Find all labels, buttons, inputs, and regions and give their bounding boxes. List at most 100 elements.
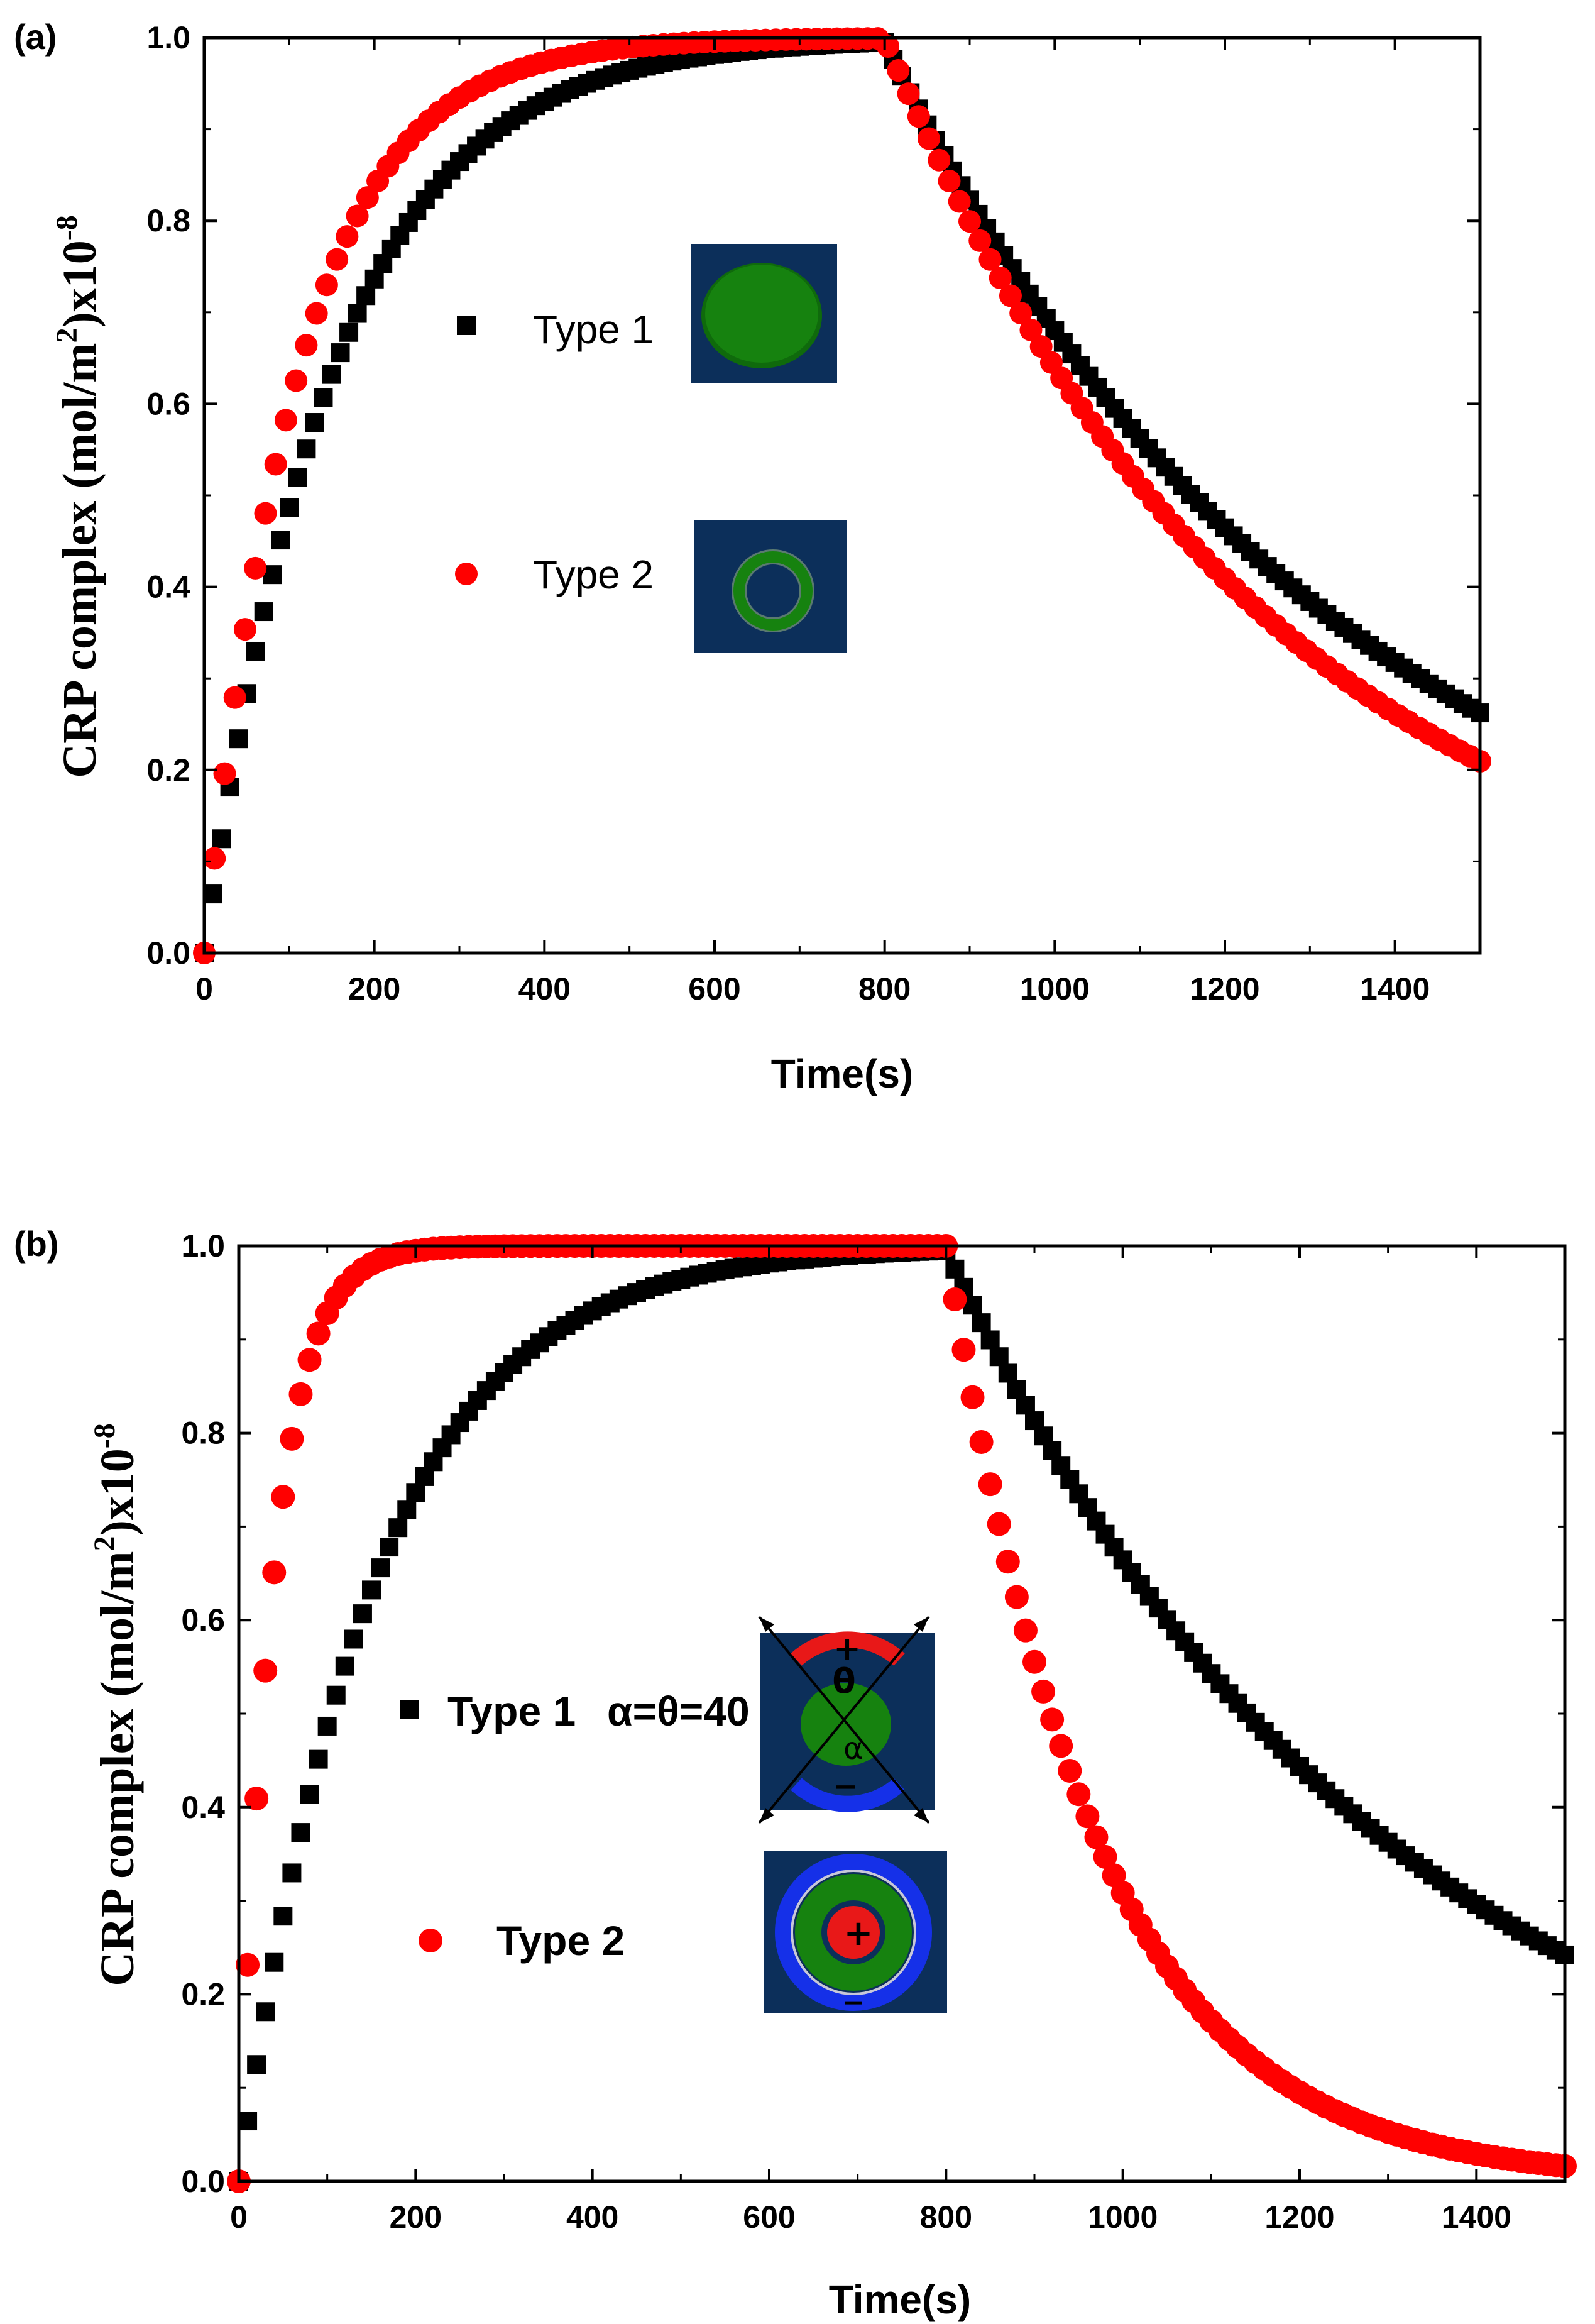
- data-point: [271, 1485, 295, 1509]
- data-point: [362, 1580, 381, 1600]
- x-tick-label: 1200: [1264, 2200, 1334, 2235]
- solid-disk-electrode-icon: [691, 244, 837, 383]
- data-point: [1007, 1380, 1026, 1399]
- data-point: [907, 105, 930, 128]
- data-point: [274, 409, 297, 432]
- data-point: [980, 1330, 1000, 1350]
- y-tick-label: 0.0: [181, 2164, 225, 2199]
- data-point: [244, 556, 267, 580]
- panel-a-label: (a): [14, 17, 57, 57]
- data-point: [1031, 1679, 1056, 1704]
- panel-a-ylabel: CRP complex (mol/m2)x10-8: [50, 215, 106, 778]
- data-point: [356, 286, 376, 306]
- data-point: [1040, 1707, 1065, 1732]
- data-point: [938, 170, 961, 193]
- data-point: [1075, 1804, 1100, 1829]
- data-point: [247, 2055, 266, 2074]
- x-tick-label: 600: [743, 2200, 795, 2235]
- panel-a-xlabel: Time(s): [771, 1051, 913, 1096]
- x-tick-label: 200: [348, 971, 400, 1006]
- data-point: [246, 641, 265, 661]
- data-point: [317, 1716, 337, 1736]
- concentric-ring-electrodes-icon: + −: [764, 1851, 947, 2018]
- data-point: [968, 229, 992, 252]
- data-point: [1066, 1782, 1091, 1807]
- data-point: [254, 602, 273, 622]
- data-point: [918, 127, 941, 150]
- panel-b-ylabel-sup2: -8: [88, 1423, 121, 1448]
- data-point: [1019, 318, 1043, 341]
- data-point: [336, 225, 359, 248]
- y-tick-label: 0.8: [181, 1416, 225, 1451]
- data-point: [256, 2002, 275, 2022]
- data-point: [339, 322, 359, 342]
- data-point: [969, 1429, 994, 1454]
- data-point: [999, 284, 1022, 307]
- data-point: [273, 1907, 293, 1926]
- x-tick-label: 200: [390, 2200, 442, 2235]
- data-point: [987, 1512, 1011, 1536]
- panel-a-ylabel-main: CRP complex (mol/m: [53, 343, 106, 778]
- data-point: [229, 729, 248, 749]
- data-point: [1013, 1618, 1038, 1643]
- data-point: [978, 248, 1002, 271]
- data-point: [989, 266, 1012, 289]
- data-point: [233, 618, 256, 641]
- data-point: [397, 1500, 417, 1519]
- y-tick-label: 0.2: [181, 1976, 225, 2012]
- panel-b-plot-frame: [237, 1244, 1567, 2183]
- panel-b-ylabel-main: CRP complex (mol/m: [91, 1551, 144, 1986]
- panel-b-xlabel: Time(s): [829, 2277, 971, 2322]
- data-point: [236, 1952, 260, 1977]
- data-point: [326, 248, 349, 271]
- data-point: [300, 1785, 319, 1804]
- data-point: [297, 439, 316, 459]
- data-point: [356, 186, 379, 209]
- data-point: [262, 1560, 287, 1585]
- data-point: [280, 1426, 304, 1451]
- data-point: [223, 686, 246, 709]
- y-tick-label: 0.4: [181, 1790, 225, 1825]
- data-point: [1022, 1649, 1046, 1674]
- data-point: [254, 502, 277, 525]
- data-point: [371, 1558, 390, 1578]
- x-tick-label: 800: [920, 2200, 972, 2235]
- data-point: [244, 1787, 269, 1811]
- series-type1: [229, 1241, 1574, 2191]
- data-point: [978, 1472, 1002, 1497]
- data-point: [282, 1863, 302, 1883]
- data-point: [1004, 1585, 1029, 1609]
- inset-minus-symbol-2: −: [842, 1986, 865, 2018]
- data-point: [897, 82, 920, 106]
- y-tick-label: 0.8: [146, 203, 190, 238]
- data-point: [265, 1952, 284, 1972]
- data-point: [948, 190, 971, 213]
- panel-b-ylabel: CRP complex (mol/m2)x10-8: [88, 1423, 144, 1986]
- data-point: [388, 1518, 408, 1538]
- data-point: [1029, 335, 1053, 358]
- y-tick-label: 0.0: [146, 935, 190, 971]
- data-point: [271, 531, 290, 550]
- data-point: [253, 1658, 278, 1683]
- data-point: [1093, 1844, 1117, 1869]
- data-point: [238, 2112, 258, 2131]
- inset-plus-symbol: +: [833, 1630, 861, 1668]
- panel-a-ylabel-mid: )x10: [53, 240, 106, 328]
- data-point: [326, 1685, 346, 1705]
- data-point: [305, 413, 324, 432]
- legend-marker-type2: [455, 563, 478, 585]
- panel-a-ylabel-sup2: -8: [50, 215, 84, 240]
- sector-electrodes-disk-icon: + θ α −: [758, 1616, 935, 1824]
- ring-electrode-icon: [694, 520, 847, 653]
- panel-a-ticks: 0 200 400 600 800 1000 1200 1400 0.0 0.2 0.4 0.6 0.8…: [146, 20, 1480, 1006]
- data-point: [306, 1321, 331, 1346]
- panel-b-label: (b): [14, 1224, 59, 1264]
- y-tick-label: 0.2: [146, 752, 190, 788]
- data-point: [958, 210, 981, 233]
- x-tick-label: 1200: [1190, 971, 1259, 1006]
- data-point: [315, 273, 338, 297]
- data-point: [995, 1550, 1020, 1574]
- data-point: [972, 1313, 991, 1333]
- data-point: [297, 1348, 322, 1372]
